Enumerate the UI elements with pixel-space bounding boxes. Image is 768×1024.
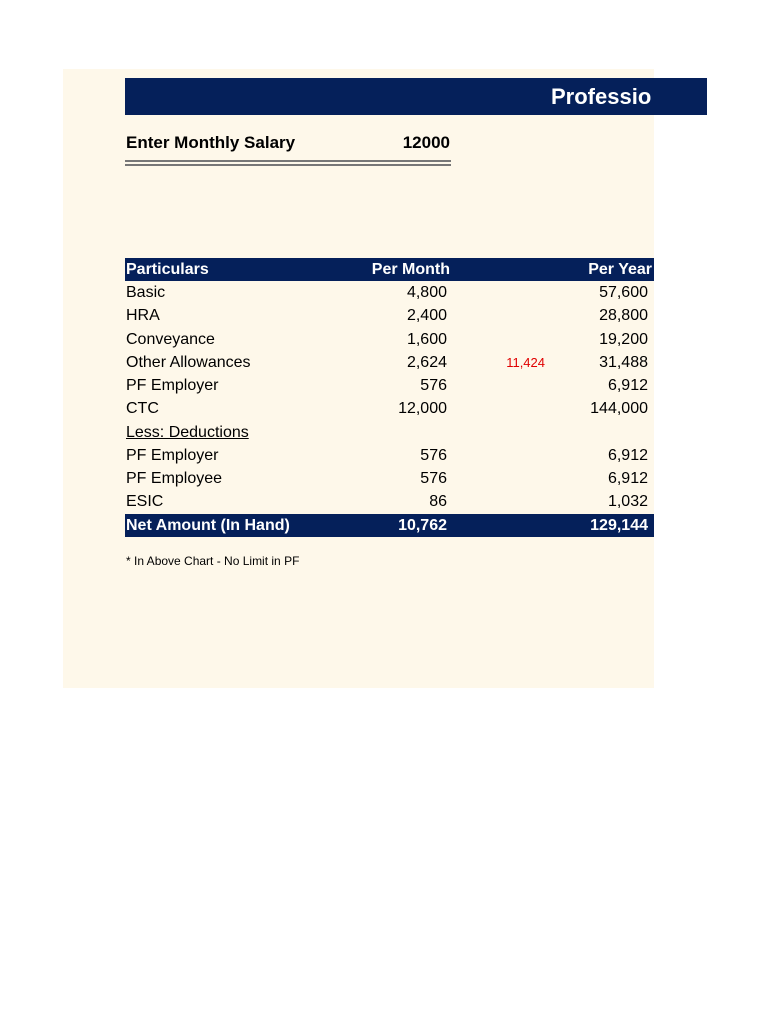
per-month: 2,400 (406, 307, 447, 325)
row-label: PF Employee (126, 470, 223, 487)
row-label: Other Allowances (126, 353, 251, 371)
per-year: 1,032 (607, 493, 648, 511)
row-label: Conveyance (126, 330, 215, 348)
per-month: 576 (420, 446, 447, 464)
row-label: CTC (126, 400, 159, 418)
per-year: 19,200 (599, 330, 648, 348)
per-year: 28,800 (599, 307, 648, 325)
per-year: 6,912 (607, 470, 648, 487)
per-month: 10,762 (398, 516, 447, 534)
salary-value[interactable]: 12000 (402, 133, 450, 152)
header-band (125, 258, 654, 281)
double-underline (125, 160, 451, 162)
title: Professio (551, 84, 652, 109)
title-bar (125, 78, 707, 115)
side-note: 11,424 (506, 354, 545, 370)
per-month: Per Month (371, 261, 450, 278)
footnote: * In Above Chart - No Limit in PF (126, 554, 300, 568)
row-label: Basic (126, 284, 166, 301)
row-label: HRA (126, 307, 160, 325)
row-label: PF Employer (126, 377, 219, 394)
per-month: 576 (420, 470, 447, 487)
per-year: 6,912 (607, 446, 648, 464)
per-month: 2,624 (406, 353, 447, 371)
row-label: ESIC (126, 493, 164, 511)
per-year: 129,144 (590, 516, 648, 534)
salary-label: Enter Monthly Salary (126, 133, 296, 152)
per-year: 31,488 (599, 353, 648, 371)
total-band (125, 513, 654, 537)
double-underline (125, 164, 451, 166)
per-year: Per Year (588, 261, 652, 278)
per-year: 144,000 (590, 400, 648, 418)
per-year: 6,912 (607, 377, 648, 394)
row-label: Particulars (126, 261, 209, 278)
row-label: PF Employer (126, 446, 219, 464)
per-month: 86 (429, 493, 447, 511)
per-month: 576 (420, 377, 447, 394)
per-year: 57,600 (599, 284, 648, 301)
per-month: 12,000 (398, 400, 447, 418)
per-month: 1,600 (406, 330, 447, 348)
row-label: Net Amount (In Hand) (126, 516, 290, 534)
sheet-background (63, 69, 654, 688)
row-label: Less: Deductions (126, 423, 249, 441)
per-month: 4,800 (406, 284, 447, 301)
